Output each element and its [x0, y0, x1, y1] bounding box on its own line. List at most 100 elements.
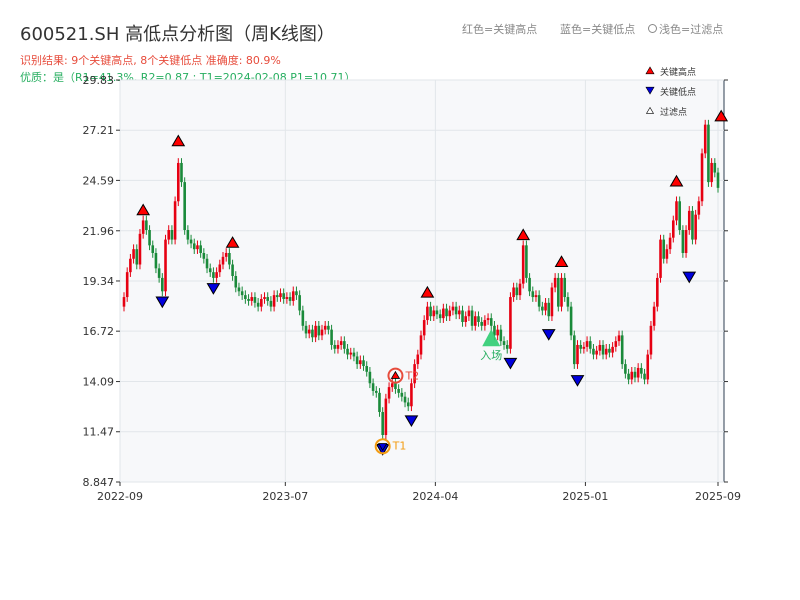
- candle-body: [368, 371, 372, 384]
- candle-body: [317, 325, 321, 336]
- candle-body: [311, 329, 314, 338]
- candle-body: [665, 249, 669, 259]
- candle-body: [451, 306, 455, 311]
- candle-body: [122, 297, 126, 307]
- candle-body: [681, 230, 685, 254]
- candle-body: [240, 291, 244, 296]
- candle-body: [604, 348, 608, 355]
- candle-body: [154, 253, 158, 269]
- candle-body: [298, 295, 301, 311]
- candle-body: [157, 268, 161, 278]
- key-low-marker: [682, 271, 697, 284]
- legend-light-text: 浅色=过滤点: [659, 23, 724, 36]
- candle-body: [145, 220, 148, 231]
- candle-body: [592, 348, 595, 355]
- candle-body: [288, 297, 292, 301]
- candle-body: [550, 287, 554, 317]
- candle-body: [343, 341, 346, 349]
- candle-body: [291, 291, 295, 301]
- candle-body: [703, 124, 707, 154]
- candle-body: [282, 293, 285, 299]
- entry-marker: [482, 329, 501, 347]
- candle-body: [186, 230, 190, 240]
- candle-body: [432, 310, 436, 317]
- candle-body: [649, 325, 653, 355]
- candle-body: [620, 335, 624, 365]
- candle-body: [263, 297, 266, 299]
- candle-body: [349, 352, 353, 355]
- entry-label: 入场: [480, 348, 502, 362]
- candle-body: [416, 354, 420, 365]
- candle-body: [448, 310, 452, 317]
- candle-body: [125, 272, 129, 298]
- candle-body: [285, 297, 289, 299]
- t1-label: T1: [392, 439, 407, 452]
- candle-body: [710, 162, 713, 183]
- t1-low-marker: [377, 443, 388, 452]
- candle-body: [544, 302, 547, 311]
- candle-body: [636, 367, 640, 378]
- x-tick-label: 2025-09: [695, 490, 741, 503]
- x-axis: 2022-09 2023-07 2024-04 2025-01 2025-09: [97, 482, 741, 503]
- y-tick-label: 21.96: [83, 225, 115, 238]
- key-low-marker: [570, 375, 585, 387]
- y-tick-label: 16.72: [83, 325, 115, 338]
- candle-body: [301, 310, 305, 326]
- candle-body: [161, 277, 164, 292]
- candle-body: [132, 249, 135, 259]
- legend-label: 关键高点: [660, 66, 696, 78]
- candle-body: [330, 329, 333, 345]
- candle-body: [509, 297, 512, 349]
- candle-body: [180, 162, 183, 183]
- candle-body: [387, 387, 391, 399]
- candle-body: [582, 346, 586, 349]
- candle-body: [608, 348, 611, 353]
- legend-low-icon: [645, 86, 655, 95]
- candle-body: [320, 329, 324, 336]
- candle-body: [694, 214, 697, 240]
- candle-body: [598, 344, 602, 351]
- candle-body: [260, 298, 263, 307]
- candle-body: [244, 295, 247, 299]
- x-tick-label: 2022-09: [97, 490, 143, 503]
- candle-body: [576, 344, 579, 365]
- candle-body: [483, 320, 487, 326]
- key-high-marker: [516, 228, 531, 241]
- candle-body: [477, 316, 480, 322]
- x-tick-label: 2025-01: [562, 490, 608, 503]
- grid: [119, 79, 724, 483]
- candle-body: [346, 348, 349, 355]
- candle-body: [531, 291, 535, 298]
- candle-body: [256, 302, 260, 307]
- candle-body: [480, 321, 483, 326]
- candle-body: [205, 258, 209, 269]
- candle-body: [675, 201, 678, 221]
- candle-body: [579, 344, 582, 349]
- t1-circle: [374, 438, 391, 455]
- key-low-marker: [541, 329, 556, 341]
- candle-body: [208, 268, 212, 273]
- candle-body: [202, 253, 206, 259]
- candle-body: [406, 402, 410, 407]
- candle-body: [684, 230, 688, 254]
- candle-body: [502, 341, 506, 345]
- key-low-marker: [503, 357, 518, 370]
- candle-body: [419, 335, 423, 355]
- candle-body: [192, 243, 196, 250]
- key-low-marker: [155, 296, 170, 309]
- candle-body: [691, 210, 694, 240]
- candle-body: [413, 364, 416, 384]
- y-axis: 8.847 11.47 14.09 16.72 19.34 21.96 24.59 27.21…: [83, 74, 728, 489]
- candle-body: [129, 258, 132, 273]
- candle-body: [563, 277, 567, 298]
- y-tick-label: 24.59: [83, 174, 115, 187]
- candle-body: [499, 329, 503, 342]
- candle-body: [541, 306, 544, 311]
- candle-body: [218, 264, 222, 273]
- key-low-marker: [206, 283, 221, 295]
- candle-body: [215, 272, 218, 278]
- candle-body: [614, 341, 618, 347]
- candle-body: [470, 310, 474, 326]
- candle-body: [224, 253, 228, 257]
